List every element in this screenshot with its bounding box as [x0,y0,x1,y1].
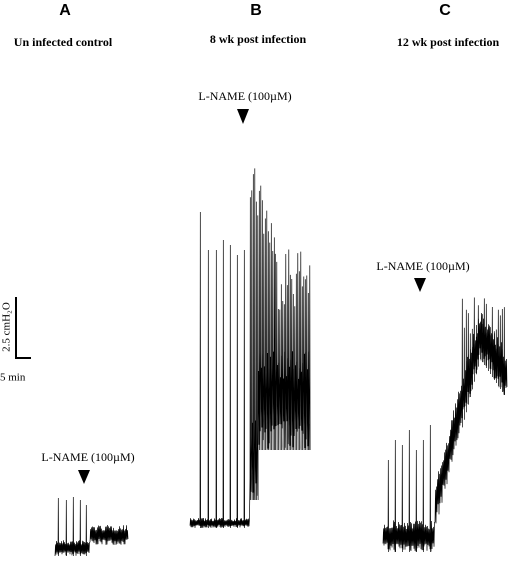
panel-letter: B [250,2,262,19]
scale-horizontal-label: 5 min [0,372,26,384]
arrowhead [414,278,426,292]
drug-label: L-NAME (100µM) [41,450,134,464]
trace [54,496,129,557]
scale-bar [15,297,31,359]
panel-letter: A [59,2,71,19]
drug-label: L-NAME (100µM) [376,259,469,273]
panel-letter: C [439,2,451,19]
traces [54,168,508,557]
panel-title: Un infected control [14,35,113,49]
drug-label: L-NAME (100µM) [198,89,291,103]
scale-vertical-label: 2.5 cmH₂O [1,302,13,352]
panel-title: 12 wk post infection [397,35,500,49]
arrowhead [237,109,249,124]
trace [189,168,311,529]
panel-title: 8 wk post infection [210,32,307,46]
arrowhead [78,470,90,484]
trace [382,297,508,553]
